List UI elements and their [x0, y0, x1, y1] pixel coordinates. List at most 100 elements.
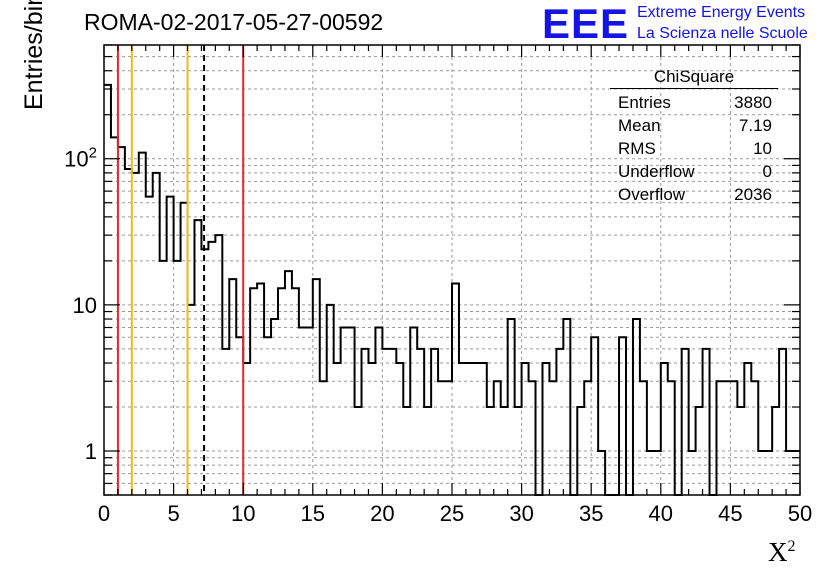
histogram-bin: [320, 381, 327, 495]
histogram-bin: [556, 349, 563, 495]
histogram-bin: [167, 197, 174, 495]
stats-title: ChiSquare: [610, 67, 778, 89]
histogram-bin: [661, 363, 668, 495]
histogram-bin: [494, 381, 501, 495]
x-axis-label: X2: [768, 537, 796, 567]
histogram-bin: [222, 349, 229, 495]
x-tick-label: 5: [167, 501, 179, 526]
stats-row-rms: RMS 10: [610, 137, 778, 160]
histogram-bin: [292, 288, 299, 495]
y-tick-label: 1: [85, 439, 97, 464]
histogram-bin: [431, 349, 438, 495]
stats-value: 7.19: [738, 116, 772, 135]
histogram-bin: [654, 451, 661, 495]
histogram-bin: [306, 328, 313, 495]
histogram-bin: [689, 451, 696, 495]
histogram-bin: [737, 407, 744, 495]
histogram-bin: [341, 328, 348, 495]
histogram-bin: [633, 319, 640, 495]
histogram-bin: [703, 349, 710, 495]
histogram-bin: [368, 363, 375, 495]
histogram-bin: [299, 328, 306, 495]
histogram-bin: [668, 381, 675, 495]
histogram-bin: [577, 407, 584, 495]
histogram-bin: [285, 271, 292, 495]
histogram-bin: [313, 279, 320, 495]
histogram-bin: [682, 349, 689, 495]
histogram-bin: [118, 147, 125, 495]
histogram-bin: [250, 288, 257, 495]
stats-label: Entries: [618, 93, 671, 112]
histogram-bin: [327, 305, 334, 495]
histogram-bin: [389, 349, 396, 495]
histogram-bin: [181, 203, 188, 495]
stats-label: RMS: [618, 139, 656, 158]
stats-label: Mean: [618, 116, 661, 135]
stats-value: 10: [753, 139, 772, 158]
stats-box: ChiSquare Entries 3880 Mean 7.19 RMS 10 Und…: [610, 67, 778, 206]
y-axis-label: Entries/bin: [20, 0, 48, 110]
histogram-bin: [730, 381, 737, 495]
stats-row-underflow: Underflow 0: [610, 160, 778, 183]
histogram-bin: [243, 363, 250, 495]
stats-row-entries: Entries 3880: [610, 91, 778, 114]
histogram-bin: [382, 349, 389, 495]
stats-row-mean: Mean 7.19: [610, 114, 778, 137]
histogram-bin: [584, 381, 591, 495]
histogram-bin: [146, 197, 153, 495]
histogram-bin: [487, 407, 494, 495]
histogram-bin: [229, 279, 236, 495]
histogram-bin: [160, 261, 167, 495]
stats-label: Underflow: [618, 162, 695, 181]
histogram-bin: [591, 337, 598, 495]
vertical-lines-layer: [116, 45, 245, 495]
chart-title: ROMA-02-2017-05-27-00592: [84, 9, 384, 35]
histogram-bin: [459, 363, 466, 495]
x-tick-label: 40: [649, 501, 673, 526]
histogram-bin: [355, 407, 362, 495]
x-tick-label: 10: [231, 501, 255, 526]
histogram-bin: [438, 381, 445, 495]
histogram-bin: [417, 349, 424, 495]
histogram-bin: [751, 381, 758, 495]
histogram-bin: [640, 381, 647, 495]
histogram-bin: [445, 381, 452, 495]
x-tick-label: 25: [440, 501, 464, 526]
histogram-bin: [549, 381, 556, 495]
histogram-bin: [174, 261, 181, 495]
x-tick-label: 45: [718, 501, 742, 526]
stats-label: Overflow: [618, 185, 686, 204]
y-tick-exponent: 2: [89, 145, 97, 162]
histogram-bin: [501, 407, 508, 495]
histogram-bin: [271, 319, 278, 495]
stats-value: 2036: [734, 185, 772, 204]
histogram-bin: [529, 381, 536, 495]
histogram-bin: [452, 284, 459, 495]
y-tick-label: 10: [73, 293, 97, 318]
histogram-bin: [208, 242, 215, 495]
histogram-bin: [647, 451, 654, 495]
x-tick-label: 20: [370, 501, 394, 526]
histogram-bin: [264, 337, 271, 495]
histogram-bin: [194, 220, 201, 495]
histogram-bin: [619, 337, 626, 495]
logo-line-2: La Scienza nelle Scuole: [637, 25, 808, 42]
histogram-bin: [758, 451, 765, 495]
histogram-bin: [563, 319, 570, 495]
histogram-bin: [188, 305, 195, 495]
histogram-bin: [723, 381, 730, 495]
histogram-bin: [786, 451, 793, 495]
histogram-bin: [104, 85, 111, 495]
histogram-bin: [236, 337, 243, 495]
histogram-bin: [396, 363, 403, 495]
histogram-bin: [139, 153, 146, 495]
histogram-bin: [334, 363, 341, 495]
histogram-bin: [348, 328, 355, 495]
histogram-bin: [257, 284, 264, 495]
x-tick-label: 30: [509, 501, 533, 526]
histogram-bin: [403, 407, 410, 495]
histogram-bin: [132, 173, 139, 495]
histogram-bin: [153, 173, 160, 495]
